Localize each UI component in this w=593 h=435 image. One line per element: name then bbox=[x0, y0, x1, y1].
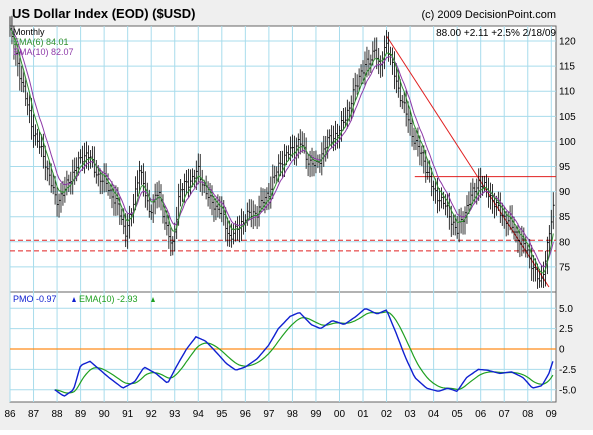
x-tick-label: 04 bbox=[428, 409, 440, 420]
y-tick-label: 5.0 bbox=[559, 304, 573, 315]
y-tick-label: -5.0 bbox=[559, 385, 577, 396]
y-tick-label: 2.5 bbox=[559, 324, 573, 335]
x-tick-label: 07 bbox=[499, 409, 511, 420]
upper-grid bbox=[9, 26, 556, 292]
x-tick-label: 87 bbox=[28, 409, 40, 420]
copyright: (c) 2009 DecisionPoint.com bbox=[421, 9, 556, 21]
x-tick-label: 91 bbox=[122, 409, 134, 420]
y-tick-label: 120 bbox=[559, 37, 576, 48]
y-tick-label: 90 bbox=[559, 187, 571, 198]
y-tick-label: 110 bbox=[559, 87, 575, 98]
y-tick-label: 0 bbox=[559, 345, 565, 356]
x-tick-label: 92 bbox=[146, 409, 158, 420]
ema6-legend: EMA(6) 84.01 bbox=[13, 37, 69, 47]
x-tick-label: 08 bbox=[522, 409, 534, 420]
x-tick-label: 02 bbox=[381, 409, 393, 420]
x-tick-label: 94 bbox=[193, 409, 205, 420]
pmo-ema-legend: EMA(10) -2.93 bbox=[79, 294, 138, 304]
x-tick-label: 93 bbox=[169, 409, 181, 420]
x-tick-label: 99 bbox=[310, 409, 322, 420]
x-tick-label: 97 bbox=[263, 409, 275, 420]
y-tick-label: 100 bbox=[559, 137, 576, 148]
lower-panel bbox=[9, 291, 557, 403]
ema10-legend: EMA(10) 82.07 bbox=[13, 47, 74, 57]
chart-title: US Dollar Index (EOD) ($USD) bbox=[12, 6, 195, 21]
period-label: Monthly bbox=[13, 27, 45, 37]
ema6-line bbox=[9, 28, 554, 274]
x-tick-label: 06 bbox=[475, 409, 487, 420]
x-tick-label: 05 bbox=[452, 409, 464, 420]
pmo-lines bbox=[54, 308, 554, 397]
upper-y-axis-ticks: 120 115 110 105 100 95 90 85 80 75 bbox=[559, 37, 576, 274]
x-tick-label: 98 bbox=[287, 409, 299, 420]
x-tick-label: 88 bbox=[52, 409, 64, 420]
y-tick-label: 105 bbox=[559, 112, 576, 123]
lower-y-axis-ticks: 5.0 2.5 0 -2.5 -5.0 bbox=[559, 304, 577, 396]
x-tick-label: 00 bbox=[334, 409, 346, 420]
y-tick-label: -2.5 bbox=[559, 365, 577, 376]
quote-line: 88.00 +2.11 +2.5% 2/18/09 bbox=[436, 28, 556, 39]
x-tick-label: 95 bbox=[216, 409, 228, 420]
y-tick-label: 75 bbox=[559, 262, 571, 273]
price-bars bbox=[9, 15, 555, 289]
y-tick-label: 80 bbox=[559, 237, 571, 248]
pmo-legend: PMO -0.97 bbox=[13, 294, 57, 304]
x-axis-ticks: 86 87 88 89 90 91 92 93 94 95 96 97 98 99 00 01 02 03 04 05… bbox=[4, 409, 557, 420]
x-tick-label: 09 bbox=[546, 409, 558, 420]
x-tick-label: 96 bbox=[240, 409, 252, 420]
y-tick-label: 85 bbox=[559, 212, 571, 223]
pmo-line bbox=[54, 308, 554, 397]
y-tick-label: 95 bbox=[559, 162, 571, 173]
y-tick-label: 115 bbox=[559, 62, 575, 73]
x-tick-label: 89 bbox=[75, 409, 87, 420]
x-tick-label: 03 bbox=[405, 409, 417, 420]
reference-lines bbox=[10, 35, 556, 350]
x-tick-label: 01 bbox=[357, 409, 369, 420]
pmo-ema-up-arrow-icon bbox=[151, 297, 155, 302]
x-tick-label: 86 bbox=[4, 409, 16, 420]
ema-lines bbox=[9, 28, 554, 274]
ema10-line bbox=[9, 28, 554, 268]
x-tick-label: 90 bbox=[99, 409, 111, 420]
pmo-up-arrow-icon bbox=[72, 297, 76, 302]
